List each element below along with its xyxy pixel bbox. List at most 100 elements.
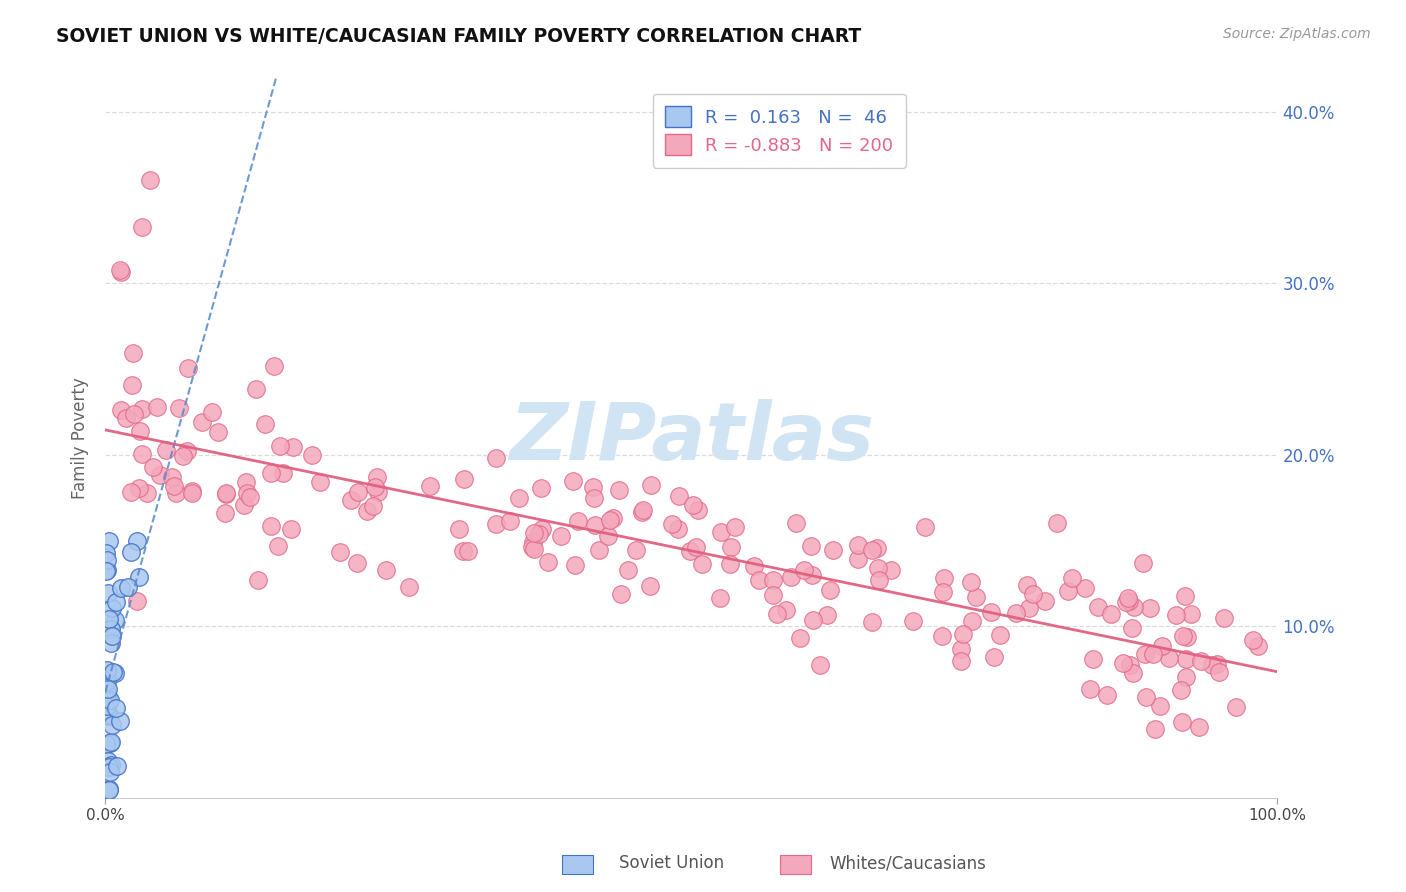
Point [260, 518, 283, 533]
Point [100, 623, 122, 637]
Point [1246, 639, 1268, 653]
Point [356, 504, 378, 518]
Point [108, 714, 131, 728]
Point [108, 263, 131, 277]
Point [1189, 654, 1212, 668]
Point [239, 490, 262, 504]
Point [97, 754, 120, 768]
Point [1175, 652, 1198, 666]
Point [793, 563, 815, 577]
Point [176, 444, 198, 458]
Point [583, 518, 606, 533]
Point [100, 735, 122, 749]
Point [866, 541, 889, 556]
Point [520, 540, 543, 554]
Point [562, 474, 585, 488]
Point [96, 563, 118, 577]
Point [718, 557, 741, 571]
Point [1144, 723, 1167, 737]
Point [131, 219, 153, 234]
Point [531, 522, 554, 536]
Point [101, 718, 124, 732]
Point [247, 573, 270, 587]
Point [1083, 652, 1105, 666]
Point [823, 543, 845, 558]
Point [301, 448, 323, 462]
Point [172, 449, 194, 463]
Point [104, 595, 127, 609]
Point [97, 691, 120, 706]
Point [269, 439, 291, 453]
Point [567, 515, 589, 529]
Point [273, 466, 295, 480]
Point [815, 607, 838, 622]
Point [1152, 639, 1174, 653]
Point [685, 540, 707, 554]
Point [214, 486, 236, 500]
Point [214, 506, 236, 520]
Point [1119, 657, 1142, 672]
Point [846, 538, 869, 552]
Point [668, 522, 690, 536]
Point [1187, 720, 1209, 734]
Point [508, 491, 530, 505]
Point [965, 591, 987, 605]
Point [1180, 607, 1202, 621]
Point [177, 361, 200, 376]
Point [451, 544, 474, 558]
Point [329, 545, 352, 559]
Point [801, 613, 824, 627]
Point [1123, 599, 1146, 614]
Point [361, 499, 384, 513]
Point [366, 469, 388, 483]
Point [96, 674, 118, 689]
Point [98, 760, 121, 774]
Point [96, 681, 118, 696]
Point [801, 568, 824, 582]
Point [582, 480, 605, 494]
Point [668, 489, 690, 503]
Point [98, 736, 121, 750]
Point [128, 570, 150, 584]
Point [588, 542, 610, 557]
Point [1135, 690, 1157, 704]
Point [100, 636, 122, 650]
Point [1213, 610, 1236, 624]
Point [117, 580, 139, 594]
Point [529, 526, 551, 541]
Point [207, 425, 229, 440]
Point [983, 650, 1005, 665]
Point [1174, 670, 1197, 684]
Point [1005, 606, 1028, 620]
Point [960, 614, 983, 628]
Point [375, 563, 398, 577]
Point [1133, 647, 1156, 661]
Point [125, 533, 148, 548]
Point [121, 378, 143, 392]
Point [530, 481, 553, 495]
Point [96, 698, 118, 713]
Point [1139, 601, 1161, 615]
Point [97, 709, 120, 723]
Point [1015, 577, 1038, 591]
Point [748, 573, 770, 587]
Point [97, 586, 120, 600]
Point [110, 403, 132, 417]
Point [398, 580, 420, 594]
Point [914, 520, 936, 534]
Point [122, 408, 145, 422]
Point [260, 467, 283, 481]
Point [131, 402, 153, 417]
Point [1208, 665, 1230, 679]
Point [950, 654, 973, 668]
Point [309, 475, 332, 489]
Point [582, 491, 605, 505]
Point [1115, 595, 1137, 609]
Point [101, 601, 124, 615]
Point [110, 265, 132, 279]
Point [1170, 714, 1192, 729]
Point [868, 560, 890, 574]
Point [160, 469, 183, 483]
Point [1225, 699, 1247, 714]
Point [165, 486, 187, 500]
